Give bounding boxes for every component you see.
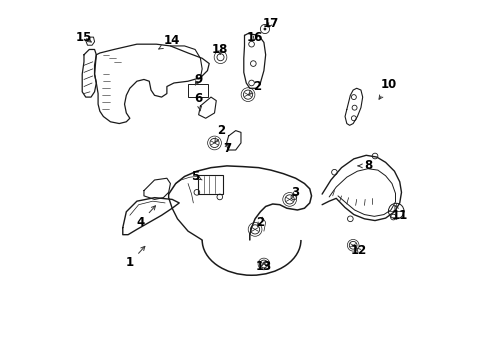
Text: 2: 2 [256, 216, 264, 229]
Circle shape [263, 28, 266, 30]
Text: 13: 13 [255, 260, 271, 273]
Text: 2: 2 [247, 80, 261, 95]
Text: 14: 14 [159, 34, 180, 49]
Text: 5: 5 [191, 170, 202, 183]
Text: 1: 1 [125, 246, 144, 269]
Text: 2: 2 [214, 124, 225, 143]
Text: 12: 12 [350, 244, 366, 257]
Text: 11: 11 [391, 206, 407, 222]
Text: 9: 9 [194, 73, 203, 86]
FancyBboxPatch shape [197, 175, 222, 194]
Text: 4: 4 [136, 206, 155, 229]
Text: 3: 3 [291, 186, 299, 199]
Text: 6: 6 [194, 93, 203, 111]
Text: 17: 17 [262, 17, 279, 30]
Text: 10: 10 [378, 78, 396, 99]
Text: 7: 7 [223, 142, 230, 155]
Text: 18: 18 [211, 43, 227, 56]
FancyBboxPatch shape [187, 84, 207, 97]
Text: 8: 8 [357, 159, 371, 172]
Text: 16: 16 [246, 31, 263, 44]
Text: 15: 15 [76, 31, 92, 44]
